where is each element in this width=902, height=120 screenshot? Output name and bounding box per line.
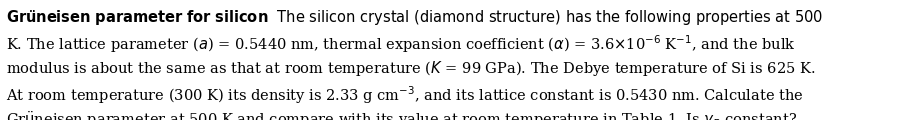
- Text: At room temperature (300 K) its density is 2.33 g cm$^{-3}$, and its lattice con: At room temperature (300 K) its density …: [6, 84, 803, 106]
- Text: $\bf{Gr\ddot{u}neisen\ parameter\ for\ silicon}$$\rm{\ \ The\ silicon\ crystal\ : $\bf{Gr\ddot{u}neisen\ parameter\ for\ s…: [6, 8, 823, 28]
- Text: K. The lattice parameter ($a$) = 0.5440 nm, thermal expansion coefficient ($\alp: K. The lattice parameter ($a$) = 0.5440 …: [6, 34, 796, 55]
- Text: modulus is about the same as that at room temperature ($K$ = 99 GPa). The Debye : modulus is about the same as that at roo…: [6, 59, 815, 78]
- Text: Gr$\ddot{\rm{u}}$neisen parameter at 500 K and compare with its value at room te: Gr$\ddot{\rm{u}}$neisen parameter at 500…: [6, 109, 796, 120]
